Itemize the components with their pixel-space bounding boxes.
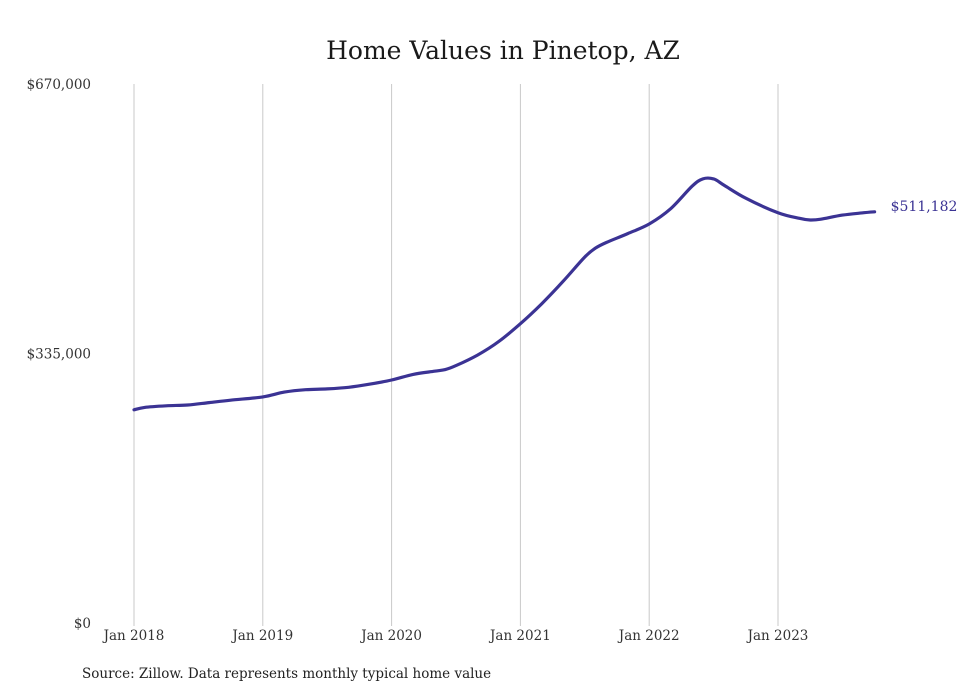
y-axis: $0 $335,000 $670,000 (27, 77, 91, 632)
chart-title: Home Values in Pinetop, AZ (326, 36, 680, 65)
x-tick-label: Jan 2018 (102, 628, 165, 644)
x-tick-label: Jan 2023 (746, 628, 809, 644)
x-tick-label: Jan 2022 (617, 628, 680, 644)
series-layer: $511,182 (132, 176, 958, 412)
series-end-label: $511,182 (891, 199, 958, 215)
x-tick-label: Jan 2020 (359, 628, 422, 644)
x-axis: Jan 2018 Jan 2019 Jan 2020 Jan 2021 Jan 2022… (102, 628, 809, 644)
x-tick-label: Jan 2021 (488, 628, 551, 644)
y-tick-label: $0 (74, 616, 91, 632)
x-gridlines (133, 84, 779, 626)
series-line (132, 176, 877, 412)
x-tick-label: Jan 2019 (230, 628, 293, 644)
y-tick-label: $335,000 (27, 347, 91, 363)
y-tick-label: $670,000 (27, 77, 91, 93)
source-note: Source: Zillow. Data represents monthly … (82, 666, 492, 682)
